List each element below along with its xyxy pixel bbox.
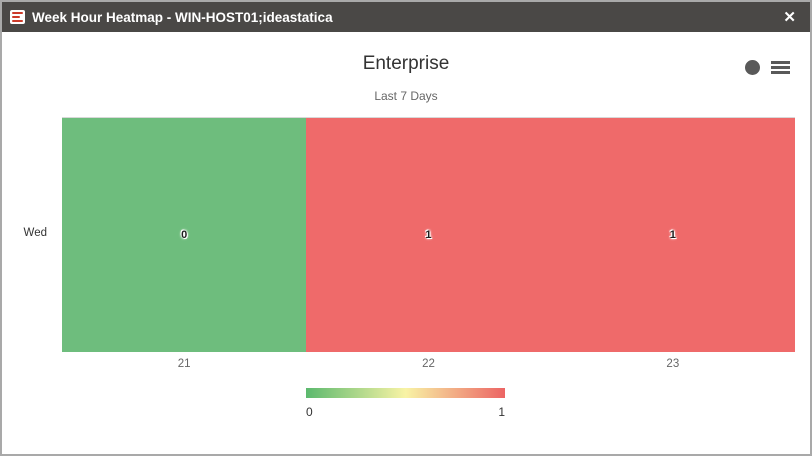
heatmap-cell[interactable]: 1 [306,118,551,352]
legend-min-label: 0 [306,405,313,419]
circle-icon[interactable] [745,60,760,75]
y-axis-label-wed: Wed [23,227,47,239]
color-axis-legend: 0 1 [306,388,505,419]
heatmap-cell[interactable]: 0 [62,118,307,352]
close-icon[interactable]: ✕ [783,8,796,26]
legend-gradient-bar[interactable] [306,388,505,398]
heatmap-plot: 0 1 1 [62,117,795,352]
x-axis-label: 21 [177,358,191,370]
report-icon [10,10,25,24]
legend-max-label: 1 [498,405,505,419]
chart-toolbar [745,60,790,75]
cell-value-label: 1 [669,229,676,241]
chart-title: Enterprise [362,53,450,74]
x-axis-label: 22 [422,358,435,370]
heatmap-cell[interactable]: 1 [550,118,795,352]
cell-value-label: 0 [181,229,188,241]
hamburger-menu-icon[interactable] [771,60,790,75]
x-axis-labels: 21 22 23 [62,358,795,370]
x-axis-label: 23 [666,358,680,370]
cell-value-label: 1 [425,229,432,241]
dialog-title: Week Hour Heatmap - WIN-HOST01;ideastati… [32,9,333,25]
dialog-titlebar: Week Hour Heatmap - WIN-HOST01;ideastati… [2,2,810,32]
chart-subtitle: Last 7 Days [374,89,438,103]
